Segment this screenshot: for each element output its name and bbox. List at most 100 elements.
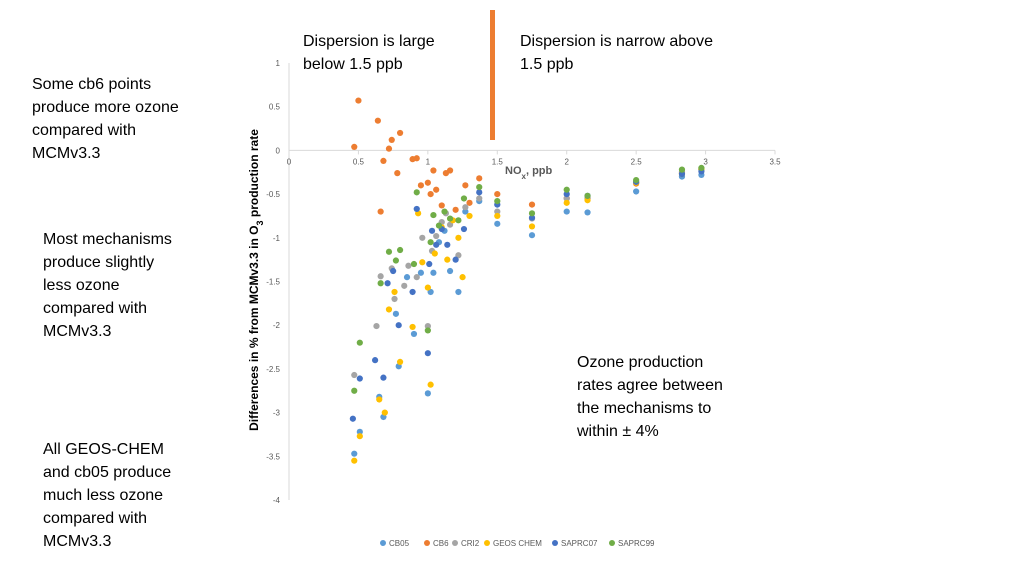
point-cb6: [528, 201, 536, 208]
point-geos-chem: [391, 288, 398, 296]
point-cb6: [351, 143, 358, 151]
point-saprc99: [377, 280, 384, 287]
x-axis-label: NOx, ppb: [505, 165, 553, 181]
legend-label-geos-chem: GEOS CHEM: [493, 539, 542, 548]
legend-label-cb05: CB05: [389, 539, 410, 548]
point-cb6: [388, 136, 395, 144]
x-tick-label: 0.5: [353, 157, 365, 166]
x-tick-label: 2.5: [631, 157, 643, 166]
point-cb05: [563, 208, 570, 215]
point-saprc99: [698, 164, 705, 171]
point-saprc99: [435, 222, 443, 229]
point-cb05: [410, 330, 418, 338]
y-tick-label: 0: [276, 146, 281, 155]
point-cri2: [391, 295, 398, 303]
point-saprc99: [446, 215, 454, 222]
point-saprc07: [390, 267, 397, 275]
y-tick-label: -4: [273, 496, 281, 505]
point-saprc99: [427, 239, 434, 246]
point-cri2: [476, 195, 483, 202]
legend-marker-geos-chem: [484, 540, 490, 546]
y-tick-label: -3.5: [266, 452, 280, 461]
point-cb05: [455, 288, 462, 296]
point-cb6: [380, 157, 387, 164]
point-cri2: [419, 234, 426, 241]
annotation-cb6-more-ozone: Some cb6 points produce more ozone compa…: [32, 76, 179, 162]
point-cb05: [528, 232, 536, 239]
point-geos-chem: [381, 409, 388, 416]
y-tick-label: 1: [276, 59, 281, 68]
point-geos-chem: [455, 234, 462, 241]
point-saprc07: [460, 225, 468, 233]
point-saprc07: [476, 189, 483, 196]
y-axis-label: Differences in % from MCMv3.3 in O3 prod…: [247, 129, 265, 431]
threshold-divider-line: [490, 10, 495, 140]
point-geos-chem: [396, 358, 404, 366]
point-saprc07: [444, 241, 451, 248]
y-tick-label: -1: [273, 234, 281, 243]
point-cri2: [373, 322, 380, 330]
point-cb6: [417, 182, 425, 189]
legend-label-cb6: CB6: [433, 539, 449, 548]
legend-marker-cri2: [452, 540, 458, 546]
point-saprc07: [678, 170, 686, 178]
point-geos-chem: [356, 433, 363, 440]
point-saprc07: [413, 205, 420, 213]
point-cb05: [356, 428, 363, 435]
point-geos-chem: [409, 323, 416, 331]
point-cri2: [377, 273, 384, 280]
point-saprc99: [410, 260, 418, 268]
x-tick-label: 0: [287, 157, 292, 166]
point-cri2: [494, 208, 501, 215]
point-cb6: [462, 182, 469, 189]
annotation-dispersion-large: Dispersion is large below 1.5 ppb: [303, 33, 435, 73]
point-cb6: [413, 155, 420, 162]
point-geos-chem: [385, 306, 393, 313]
x-tick-label: 1.5: [492, 157, 504, 166]
point-saprc07: [409, 288, 416, 296]
point-saprc07: [380, 374, 387, 381]
point-saprc99: [584, 192, 591, 199]
point-cri2: [405, 262, 412, 269]
point-geos-chem: [431, 250, 438, 257]
legend-marker-cb05: [380, 540, 386, 546]
point-geos-chem: [376, 396, 383, 403]
point-saprc99: [396, 246, 404, 254]
legend-marker-saprc07: [552, 540, 558, 546]
point-geos-chem: [563, 199, 570, 206]
point-cri2: [413, 274, 420, 281]
point-cri2: [433, 232, 440, 240]
point-cri2: [563, 195, 570, 202]
point-geos-chem: [494, 212, 501, 220]
point-saprc07: [528, 214, 536, 221]
point-saprc07: [433, 241, 440, 248]
point-cb05: [633, 188, 640, 195]
point-cb05: [430, 269, 437, 276]
x-tick-label: 2: [564, 157, 569, 166]
point-cri2: [462, 204, 469, 211]
legend-marker-cb6: [424, 540, 430, 546]
point-geos-chem: [459, 274, 466, 281]
point-cb05: [462, 208, 469, 215]
point-saprc07: [384, 280, 391, 287]
point-geos-chem: [351, 457, 358, 464]
x-tick-label: 3: [703, 157, 708, 166]
point-geos-chem: [444, 256, 451, 263]
point-saprc99: [455, 217, 462, 224]
point-geos-chem: [528, 223, 536, 230]
legend-label-saprc07: SAPRC07: [561, 539, 598, 548]
point-saprc07: [349, 415, 356, 422]
y-tick-label: -1.5: [266, 278, 280, 287]
point-geos-chem: [466, 212, 473, 220]
point-saprc07: [424, 350, 431, 357]
point-cb6: [452, 206, 459, 213]
point-cb6: [385, 145, 393, 152]
point-cb6: [374, 117, 381, 124]
point-cb6: [433, 186, 440, 193]
point-cb6: [394, 170, 401, 177]
point-cb6: [427, 191, 434, 198]
y-tick-label: -3: [273, 409, 281, 418]
point-saprc99: [678, 166, 686, 173]
point-saprc07: [428, 227, 436, 234]
point-saprc99: [392, 257, 400, 264]
